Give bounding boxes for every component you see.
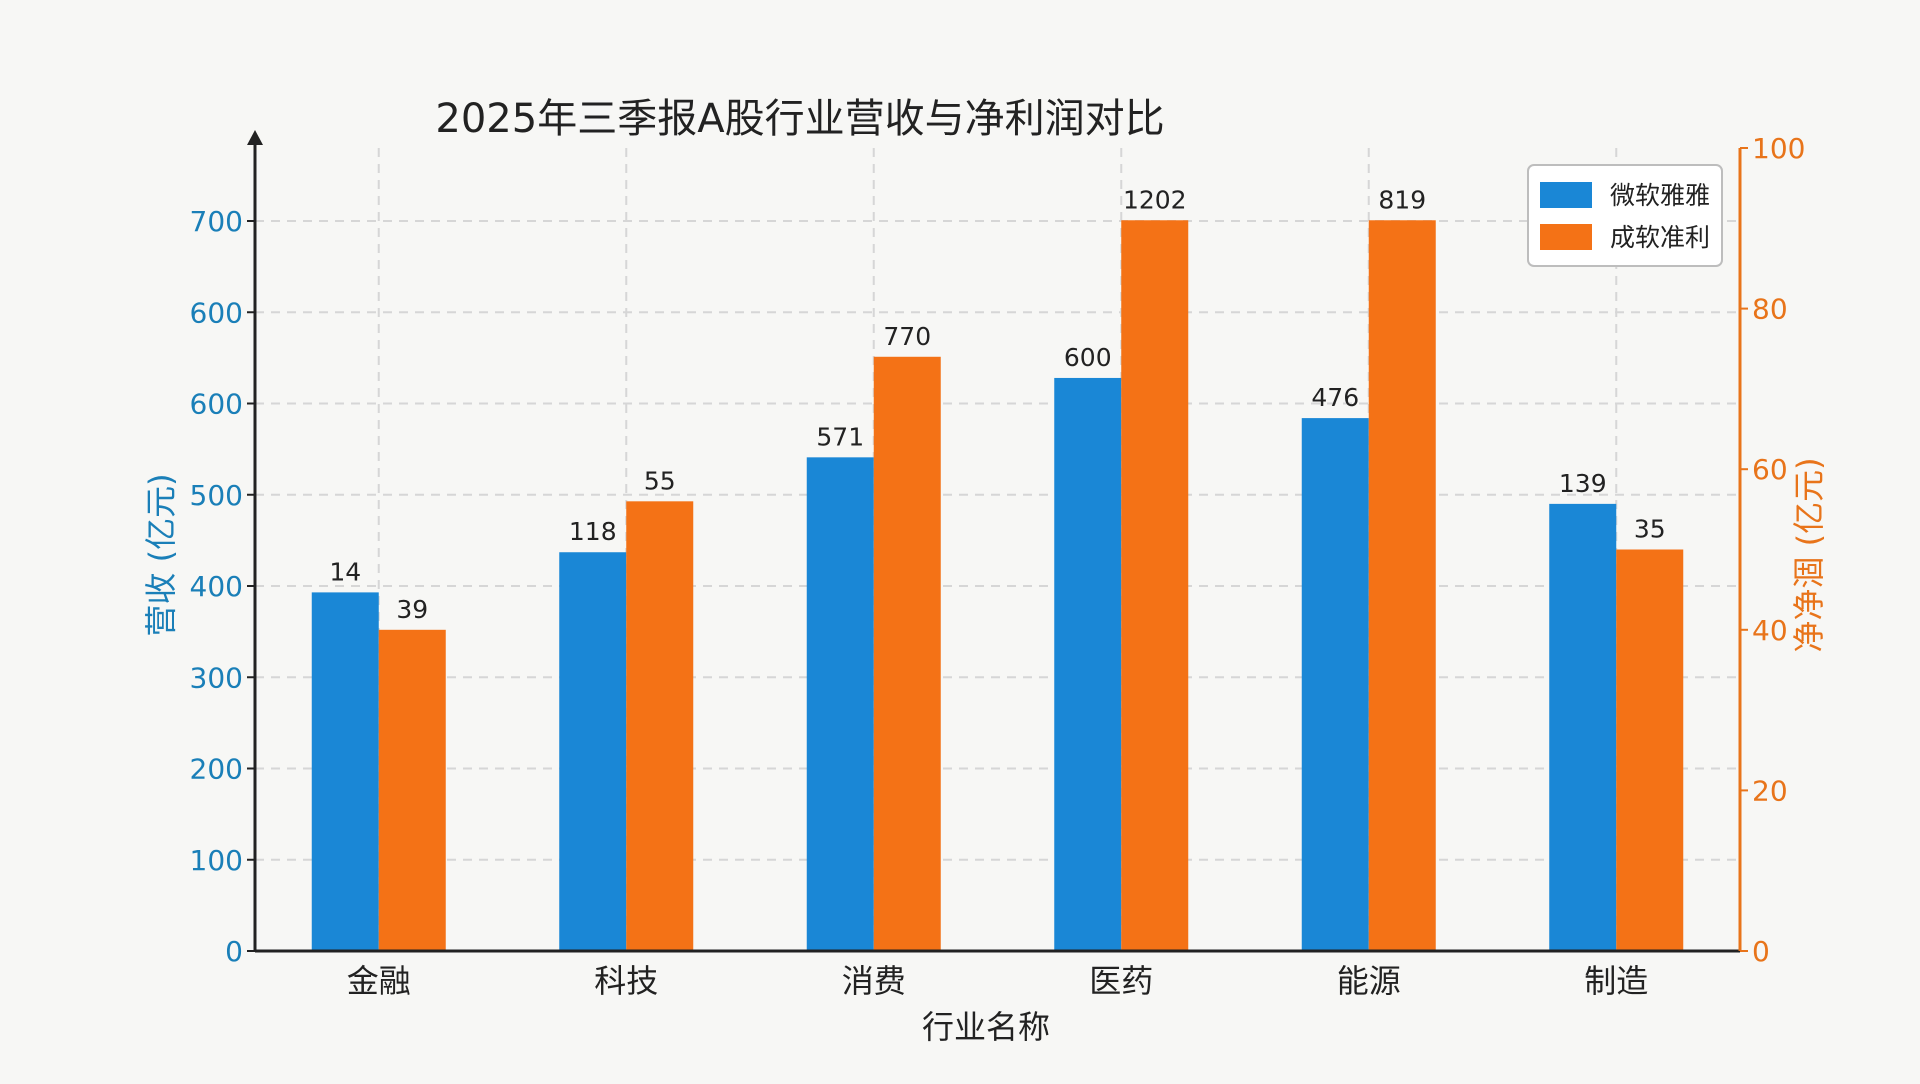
bar-revenue-1 [311,592,379,951]
x-tick-label-6: 制造 [1584,962,1648,1000]
chart-title: 2025年三季报A股行业营收与净利润对比 [435,96,1164,142]
bar-revenue-2 [559,552,627,951]
x-tick-label-5: 能源 [1337,962,1401,1000]
bar-profit-6 [1616,549,1684,951]
legend: 微软雅雅 成软准利 [1527,164,1723,267]
y-axis-left-label: 营收 (亿元) [142,473,180,636]
y-tick-left-label: 300 [190,661,243,694]
y-axis-right-label: 净净涸 (亿元) [1790,457,1828,652]
x-axis-label: 行业名称 [922,1008,1050,1046]
y-tick-left-label: 500 [190,479,243,512]
bars [311,220,1684,952]
data-label-profit-1: 39 [396,595,428,624]
y-tick-left-label: 600 [190,388,243,421]
data-label-revenue-3: 571 [816,422,864,451]
axes: 0 100 200 300 400 500 600 600 700 0 20 40 60 80 100 [190,130,1805,968]
bar-revenue-3 [806,457,874,951]
data-label-revenue-5: 476 [1311,383,1359,412]
bar-revenue-5 [1301,418,1369,952]
y-tick-left-label: 600 [190,296,243,329]
y-tick-right-label: 0 [1752,935,1770,968]
y-tick-left-label: 200 [190,753,243,786]
data-label-revenue-2: 118 [569,517,617,546]
data-label-revenue-6: 139 [1559,469,1607,498]
data-label-revenue-4: 600 [1064,343,1112,372]
y-axis-arrow [247,130,263,145]
data-label-profit-3: 770 [883,322,931,351]
y-tick-left-label: 400 [190,570,243,603]
data-label-profit-6: 35 [1634,515,1666,544]
legend-swatch-profit [1540,224,1592,250]
bar-revenue-6 [1549,503,1617,951]
x-tick-label-1: 金融 [347,962,411,1000]
y-tick-right-label: 20 [1752,774,1788,807]
bar-profit-2 [626,501,694,951]
bar-profit-5 [1368,220,1436,951]
y-tick-right-label: 60 [1752,453,1788,486]
x-tick-label-2: 科技 [594,962,658,1000]
legend-label-profit: 成软准利 [1610,223,1710,252]
legend-label-revenue: 微软雅雅 [1610,181,1710,210]
legend-swatch-revenue [1540,182,1592,208]
y-tick-right-label: 100 [1752,132,1805,165]
y-tick-left-label: 700 [190,205,243,238]
x-tick-label-3: 消费 [842,962,906,1000]
data-label-profit-4: 1202 [1123,185,1187,214]
bar-profit-1 [378,629,446,951]
bar-profit-4 [1121,220,1189,951]
data-label-profit-5: 819 [1378,185,1426,214]
y-tick-left-label: 100 [190,844,243,877]
y-tick-left-label: 0 [225,935,243,968]
data-labels: 14 39 金融 118 55 科技 571 770 消费 600 1202 医药 476 819 能源 13… [329,185,1665,1000]
bar-profit-3 [873,356,941,951]
data-label-revenue-1: 14 [329,557,361,586]
y-tick-right-label: 40 [1752,614,1788,647]
x-tick-label-4: 医药 [1089,962,1153,1000]
bar-revenue-4 [1054,377,1122,951]
data-label-profit-2: 55 [644,466,676,495]
y-tick-right-label: 80 [1752,293,1788,326]
